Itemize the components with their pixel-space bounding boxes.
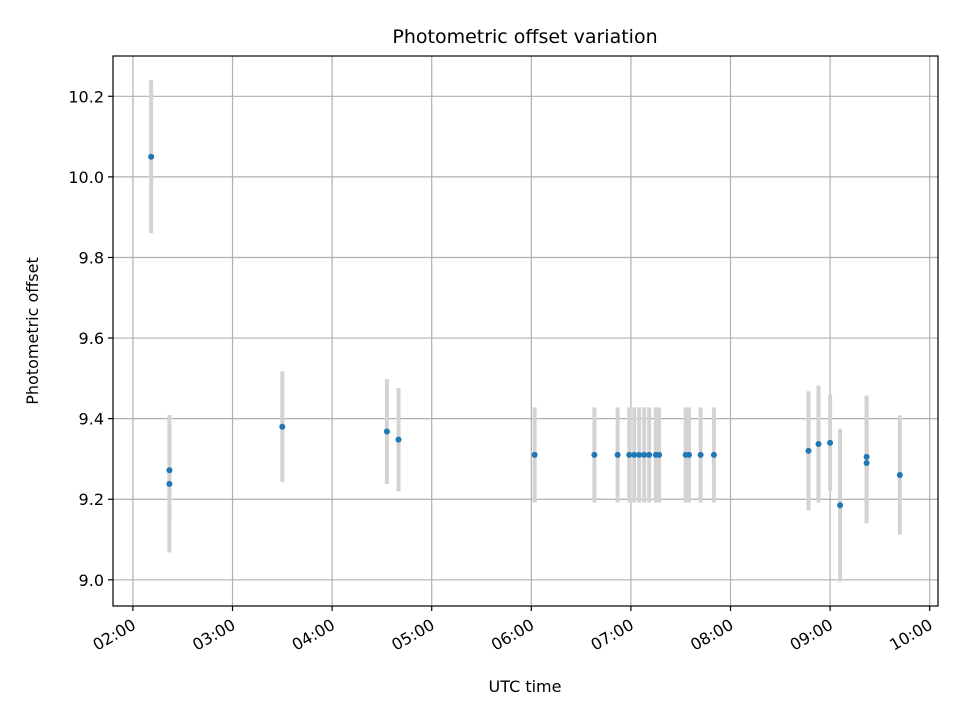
x-tick-label: 03:00 [189,615,238,655]
data-point [827,439,834,446]
data-point [641,451,648,458]
x-tick-label: 08:00 [687,615,736,655]
y-axis-ticks: 9.0 9.2 9.4 9.6 9.8 10.0 10.2 [68,87,113,590]
x-tick-label: 09:00 [787,615,836,655]
x-tick-label: 06:00 [488,615,537,655]
data-point [863,459,870,466]
data-point [710,451,717,458]
data-point [631,451,638,458]
error-bars [149,80,902,582]
y-tick-label: 9.6 [79,329,104,348]
y-tick-label: 9.8 [79,248,104,267]
x-tick-label: 10:00 [886,615,935,655]
y-tick-label: 10.2 [68,87,104,106]
data-point [531,451,538,458]
data-point [166,480,173,487]
y-tick-label: 9.2 [79,490,104,509]
data-point [837,502,844,509]
data-point [815,441,822,448]
data-point [166,467,173,474]
x-tick-label: 04:00 [289,615,338,655]
data-point [591,451,598,458]
x-tick-label: 02:00 [89,615,138,655]
x-tick-label: 05:00 [388,615,437,655]
data-point [646,451,653,458]
y-axis-title: Photometric offset [23,257,42,405]
data-point [383,428,390,435]
y-tick-label: 9.4 [79,410,104,429]
data-point [697,451,704,458]
data-points [148,153,903,509]
y-tick-label: 9.0 [79,571,104,590]
x-axis-ticks: 02:00 03:00 04:00 05:00 06:00 07:00 08:00 09:00… [89,606,936,655]
data-point [863,453,870,460]
data-point [395,436,402,443]
y-tick-label: 10.0 [68,168,104,187]
chart-title: Photometric offset variation [392,26,657,48]
data-point [614,451,621,458]
data-point [896,472,903,479]
data-point [805,447,812,454]
x-tick-label: 07:00 [587,615,636,655]
data-point [636,451,643,458]
data-point [656,451,663,458]
data-point [279,423,286,430]
data-point [686,451,693,458]
grid-lines [113,56,938,606]
data-point [626,451,633,458]
data-point [148,153,155,160]
plot-area-frame [112,55,939,607]
x-axis-title: UTC time [489,677,562,696]
